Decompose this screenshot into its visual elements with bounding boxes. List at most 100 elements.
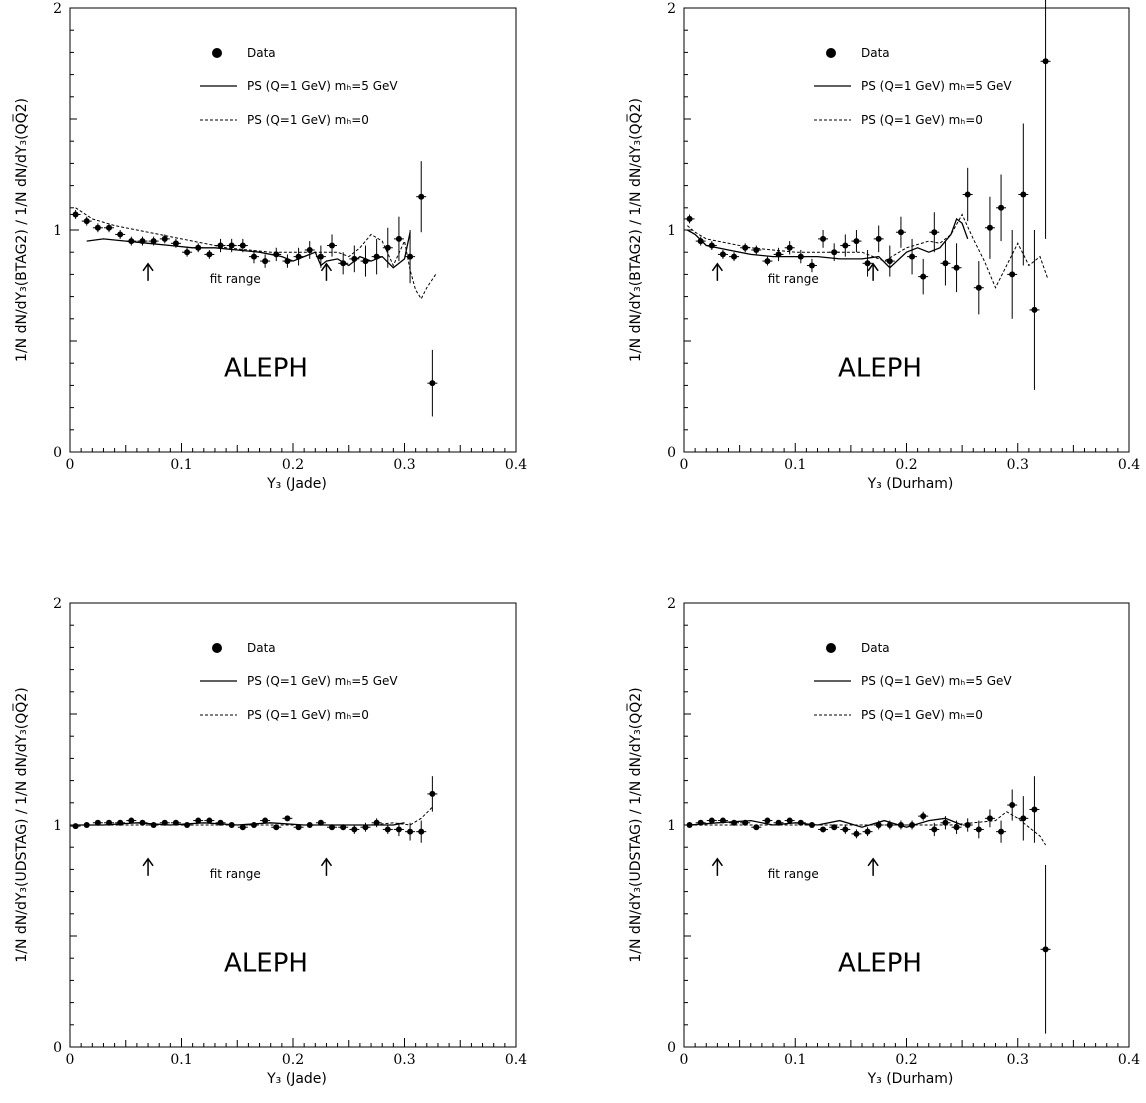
data-point [250,253,257,260]
data-point [206,817,213,824]
data-point [975,826,982,833]
legend-label-mb5: PS (Q=1 GeV) mₕ=5 GeV [247,79,398,93]
data-point [273,824,280,831]
legend-label-data: Data [247,641,276,655]
legend-label-mb0: PS (Q=1 GeV) mₕ=0 [247,113,369,127]
ps-curve-mb0 [75,806,433,826]
y-tick-label: 0 [53,1040,62,1056]
ps-curve-mb5 [86,232,411,269]
data-point [317,819,324,826]
data-point [864,260,871,267]
x-tick-label: 0.1 [170,1052,192,1068]
x-tick-label: 0.3 [1007,457,1029,473]
data-point [1020,815,1027,822]
data-point [742,244,749,251]
data-point [786,244,793,251]
legend-label-mb5: PS (Q=1 GeV) mₕ=5 GeV [861,79,1012,93]
x-tick-label: 0.3 [1007,1052,1029,1068]
y-axis-title: 1/N dN/dY₃(BTAG2) / 1/N dN/dY₃(QQ̅2) [626,98,644,362]
data-point [886,258,893,265]
chart-panel-3: 0 0.1 0.2 0.3 0.4 0 1 2 Y₃ (Jade) 1/N dN/dY₃(UDST… [12,596,527,1087]
x-tick-label: 0.3 [393,1052,415,1068]
x-tick-label: 0 [66,1052,75,1068]
data-point [184,249,191,256]
legend-label-data: Data [861,46,890,60]
fit-range-label: fit range [210,272,261,286]
ps-curve-mb0 [75,207,437,300]
data-point [340,824,347,831]
data-point [351,826,358,833]
data-point [808,262,815,269]
y-tick-label: 2 [667,596,676,612]
data-point [942,260,949,267]
data-point [897,229,904,236]
data-point [998,204,1005,211]
data-point [195,817,202,824]
data-point [295,824,302,831]
chart-panel-1: 0 0.1 0.2 0.3 0.4 0 1 2 Y₃ (Jade) 1/N dN/dY₃(BTAG… [12,1,527,492]
data-point [150,238,157,245]
data-point [719,251,726,258]
fit-range-label: fit range [210,867,261,881]
x-tick-label: 0 [66,457,75,473]
data-point [161,235,168,242]
data-point [206,251,213,258]
legend-label-mb5: PS (Q=1 GeV) mₕ=5 GeV [247,674,398,688]
data-point [953,824,960,831]
data-point [239,824,246,831]
data-point [842,242,849,249]
data-point [228,242,235,249]
data-point [831,824,838,831]
x-tick-label: 0.4 [505,1052,527,1068]
data-point [686,215,693,222]
ps-curve-mb0 [686,213,1049,289]
y-tick-label: 1 [53,818,62,834]
data-point [920,273,927,280]
data-point [942,819,949,826]
fit-range-arrowhead [867,857,879,867]
data-point [786,817,793,824]
legend-label-mb5: PS (Q=1 GeV) mₕ=5 GeV [861,674,1012,688]
data-point [239,242,246,249]
data-point [1009,271,1016,278]
x-tick-label: 0.4 [1118,1052,1140,1068]
data-point [306,246,313,253]
y-tick-label: 1 [667,223,676,239]
data-point [909,253,916,260]
data-point [820,235,827,242]
data-point [731,253,738,260]
data-point [920,813,927,820]
data-point [875,822,882,828]
data-point [418,828,425,835]
fit-range-arrowhead [867,262,879,272]
x-tick-label: 0.1 [170,457,192,473]
data-point [329,242,336,249]
data-point [94,819,101,826]
data-point [753,824,760,831]
data-point [362,824,369,831]
data-point [429,790,436,797]
legend-marker-data [826,643,836,653]
data-point [106,224,113,231]
data-point [329,824,336,831]
data-point [117,231,124,238]
data-point [395,826,402,833]
data-point [697,238,704,245]
x-tick-label: 0.2 [282,1052,304,1068]
y-axis-title: 1/N dN/dY₃(UDSTAG) / 1/N dN/dY₃(QQ̅2) [626,687,644,962]
data-point [864,828,871,835]
fit-range-label: fit range [768,272,819,286]
fit-range-arrowhead [711,857,723,867]
data-point [128,817,135,824]
x-axis-title: Y₃ (Durham) [867,1071,954,1087]
data-point [407,253,414,260]
legend-marker-data [212,48,222,58]
data-point [775,251,782,258]
y-axis-title: 1/N dN/dY₃(BTAG2) / 1/N dN/dY₃(QQ̅2) [12,98,30,362]
x-axis-title: Y₃ (Jade) [266,1071,327,1087]
data-point [1031,306,1038,313]
ps-curve-mb5 [75,822,405,826]
data-point [262,817,269,824]
data-point [395,235,402,242]
